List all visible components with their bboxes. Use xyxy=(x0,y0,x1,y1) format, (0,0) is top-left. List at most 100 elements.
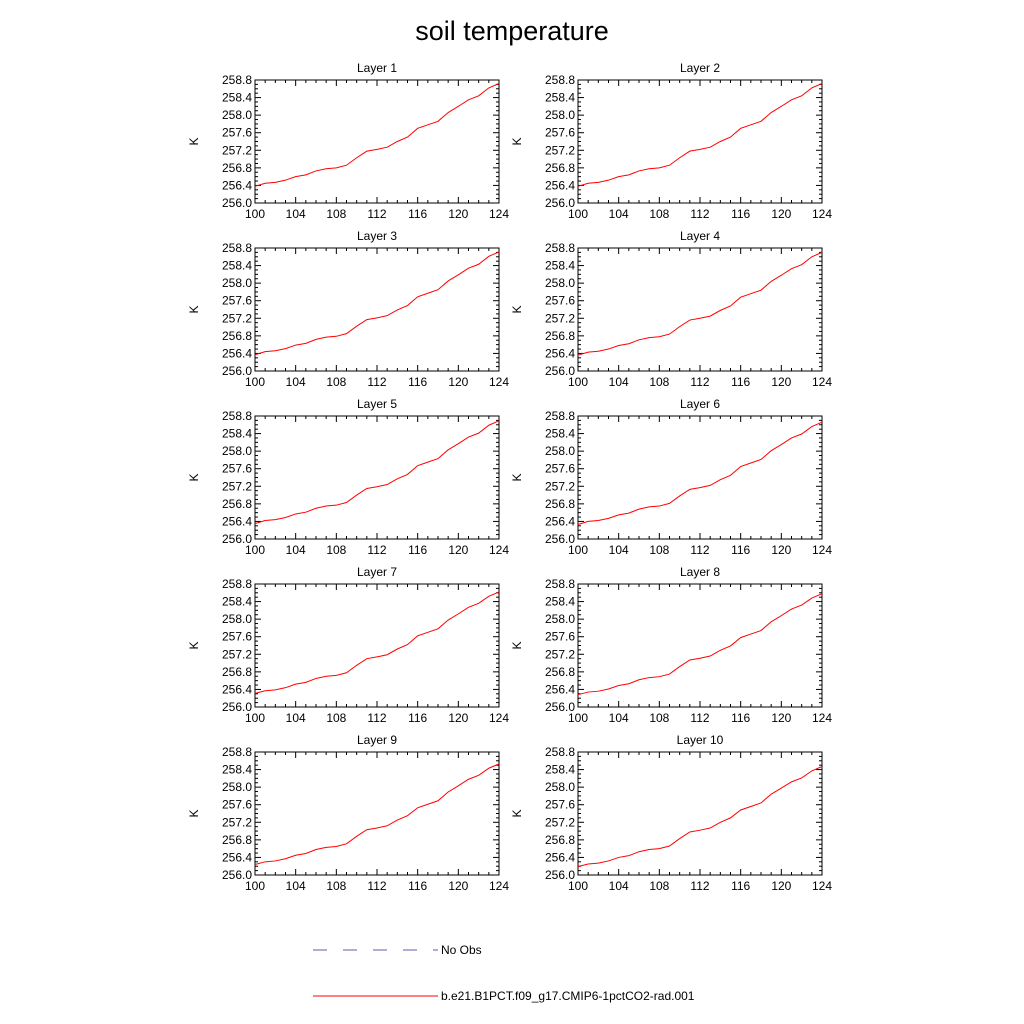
x-tick-label: 116 xyxy=(408,375,427,389)
x-tick-label: 124 xyxy=(812,207,832,221)
y-tick-label: 258.0 xyxy=(222,780,252,794)
panel-title: Layer 6 xyxy=(680,397,720,411)
panel-title: Layer 2 xyxy=(680,61,720,75)
y-tick-label: 258.8 xyxy=(222,745,252,759)
y-axis-label: K xyxy=(187,473,201,481)
y-tick-label: 256.4 xyxy=(545,850,575,864)
x-tick-label: 112 xyxy=(690,879,709,893)
x-tick-label: 108 xyxy=(326,879,346,893)
y-tick-label: 256.0 xyxy=(545,532,575,546)
y-tick-label: 256.0 xyxy=(222,532,252,546)
plot-frame xyxy=(254,415,500,540)
x-tick-label: 124 xyxy=(812,375,832,389)
x-tick-label: 120 xyxy=(771,543,791,557)
y-tick-label: 256.8 xyxy=(545,497,575,511)
x-tick-label: 116 xyxy=(731,375,750,389)
x-tick-label: 112 xyxy=(690,207,709,221)
plot-frame xyxy=(577,79,823,204)
y-tick-label: 256.0 xyxy=(222,196,252,210)
y-tick-label: 256.0 xyxy=(545,868,575,882)
x-tick-label: 124 xyxy=(489,879,509,893)
y-tick-label: 256.0 xyxy=(222,868,252,882)
panel-title: Layer 4 xyxy=(680,229,720,243)
y-axis-label: K xyxy=(187,137,201,145)
x-tick-label: 120 xyxy=(448,711,468,725)
y-tick-label: 256.4 xyxy=(545,514,575,528)
panel-layer-3: Layer 3 100 104 108 112 116 120 124 256.0 256.4 25… xyxy=(187,229,509,389)
x-tick-label: 116 xyxy=(408,207,427,221)
y-tick-label: 258.0 xyxy=(222,276,252,290)
y-tick-label: 257.6 xyxy=(545,462,575,476)
x-tick-label: 116 xyxy=(731,711,750,725)
y-tick-label: 258.4 xyxy=(545,427,575,441)
y-tick-label: 258.8 xyxy=(222,73,252,87)
y-tick-label: 257.2 xyxy=(545,311,575,325)
y-tick-label: 258.0 xyxy=(545,108,575,122)
y-tick-label: 258.8 xyxy=(222,241,252,255)
x-tick-label: 104 xyxy=(609,375,629,389)
series-line-model-run xyxy=(254,763,500,865)
x-tick-label: 104 xyxy=(286,711,306,725)
x-tick-label: 100 xyxy=(245,879,265,893)
y-tick-label: 257.6 xyxy=(222,126,252,140)
y-tick-label: 258.0 xyxy=(222,108,252,122)
figure-title: soil temperature xyxy=(415,16,609,46)
x-tick-label: 108 xyxy=(649,207,669,221)
y-tick-label: 257.2 xyxy=(222,815,252,829)
x-tick-label: 112 xyxy=(690,711,709,725)
x-tick-label: 112 xyxy=(690,543,709,557)
x-tick-label: 120 xyxy=(448,207,468,221)
y-tick-label: 256.4 xyxy=(545,346,575,360)
x-tick-label: 124 xyxy=(489,207,509,221)
series-line-model-run xyxy=(254,591,500,694)
y-tick-label: 257.2 xyxy=(222,479,252,493)
y-tick-label: 256.8 xyxy=(545,161,575,175)
series-line-model-run xyxy=(577,83,823,187)
x-tick-label: 104 xyxy=(609,711,629,725)
x-tick-label: 100 xyxy=(245,207,265,221)
y-tick-label: 257.2 xyxy=(222,311,252,325)
y-tick-label: 257.2 xyxy=(545,647,575,661)
x-tick-label: 120 xyxy=(771,711,791,725)
x-tick-label: 120 xyxy=(448,879,468,893)
y-tick-label: 256.8 xyxy=(545,833,575,847)
series-line-model-run xyxy=(577,251,823,356)
x-tick-label: 124 xyxy=(812,879,832,893)
legend: No Obs b.e21.B1PCT.f09_g17.CMIP6-1pctCO2… xyxy=(313,943,695,1003)
y-tick-label: 257.2 xyxy=(545,479,575,493)
panel-title: Layer 8 xyxy=(680,565,720,579)
y-tick-label: 256.8 xyxy=(222,161,252,175)
panel-title: Layer 10 xyxy=(677,733,724,747)
panel-layer-1: Layer 1 100 104 108 112 116 120 124 256.0 256.4 25… xyxy=(187,61,509,221)
plot-frame xyxy=(577,751,823,876)
y-tick-label: 257.2 xyxy=(222,647,252,661)
plot-frame xyxy=(254,79,500,204)
y-axis-label: K xyxy=(510,137,524,145)
y-tick-label: 258.0 xyxy=(222,612,252,626)
x-tick-label: 120 xyxy=(771,375,791,389)
series-line-model-run xyxy=(577,593,823,696)
series-line-model-run xyxy=(254,420,500,525)
panel-layer-4: Layer 4 100 104 108 112 116 120 124 256.0 256.4 25… xyxy=(510,229,832,389)
x-tick-label: 100 xyxy=(568,207,588,221)
series-line-model-run xyxy=(577,421,823,525)
y-tick-label: 258.8 xyxy=(545,409,575,423)
panel-layer-7: Layer 7 100 104 108 112 116 120 124 256.0 256.4 25… xyxy=(187,565,509,725)
y-tick-label: 256.0 xyxy=(545,196,575,210)
x-tick-label: 104 xyxy=(609,879,629,893)
y-tick-label: 258.4 xyxy=(222,259,252,273)
x-tick-label: 124 xyxy=(489,375,509,389)
x-tick-label: 120 xyxy=(448,543,468,557)
x-tick-label: 112 xyxy=(367,879,386,893)
legend-label-model-run: b.e21.B1PCT.f09_g17.CMIP6-1pctCO2-rad.00… xyxy=(441,989,695,1003)
y-tick-label: 258.4 xyxy=(545,595,575,609)
panel-title: Layer 9 xyxy=(357,733,397,747)
y-tick-label: 258.4 xyxy=(545,763,575,777)
x-tick-label: 104 xyxy=(286,375,306,389)
y-tick-label: 257.6 xyxy=(545,126,575,140)
x-tick-label: 100 xyxy=(568,879,588,893)
y-tick-label: 258.8 xyxy=(545,241,575,255)
x-tick-label: 108 xyxy=(326,207,346,221)
x-tick-label: 104 xyxy=(609,543,629,557)
